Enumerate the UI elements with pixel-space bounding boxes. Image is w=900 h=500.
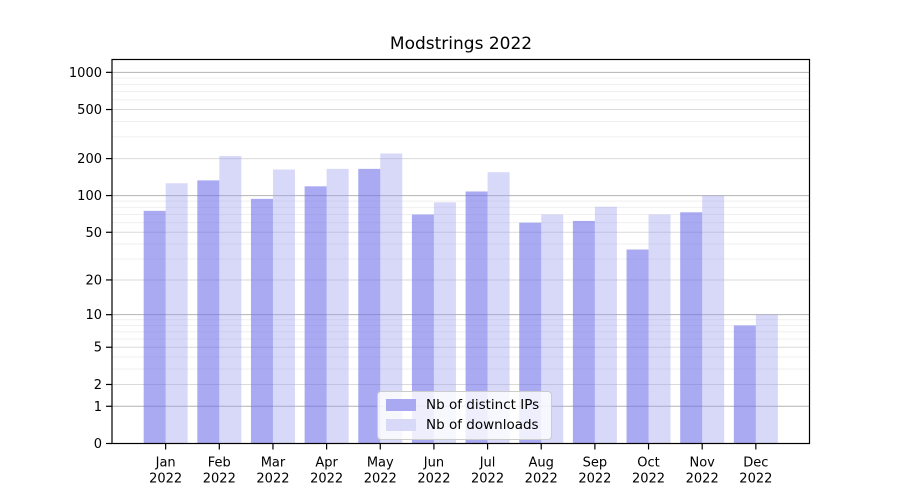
x-tick-label-month: Dec <box>743 456 768 471</box>
bar-distinct-ips-nov <box>680 212 703 444</box>
x-tick-label-month: Sep <box>583 456 608 471</box>
chart-title: Modstrings 2022 <box>389 34 533 54</box>
bar-downloads-may <box>380 153 403 444</box>
y-tick-label: 2 <box>94 378 102 393</box>
x-tick-label-month: Jul <box>479 456 496 471</box>
x-tick-label-year: 2022 <box>686 472 719 487</box>
bar-distinct-ips-sep <box>572 220 595 444</box>
y-tick-label: 10 <box>85 308 102 323</box>
y-tick-label: 5 <box>94 341 102 356</box>
bar-distinct-ips-aug <box>519 222 542 444</box>
x-tick-label-year: 2022 <box>739 472 772 487</box>
bar-distinct-ips-may <box>358 168 381 444</box>
y-tick-label: 50 <box>85 226 102 241</box>
y-tick-label: 1000 <box>69 66 102 81</box>
y-tick-label: 500 <box>77 103 102 118</box>
y-tick-label: 0 <box>94 437 102 452</box>
x-tick-label-year: 2022 <box>578 472 611 487</box>
bar-downloads-sep <box>594 206 617 444</box>
bar-downloads-nov <box>702 195 725 444</box>
bar-downloads-dec <box>755 314 778 444</box>
x-tick-label-year: 2022 <box>525 472 558 487</box>
x-tick-label-month: Jun <box>423 456 444 471</box>
x-tick-label-month: Oct <box>637 456 659 471</box>
bar-downloads-mar <box>272 169 295 444</box>
bar-distinct-ips-dec <box>733 325 756 444</box>
x-tick-label-month: May <box>367 456 394 471</box>
x-tick-label-month: Feb <box>208 456 231 471</box>
x-tick-label-month: Aug <box>529 456 554 471</box>
bar-downloads-apr <box>326 168 349 444</box>
x-tick-label-year: 2022 <box>203 472 236 487</box>
x-tick-label-year: 2022 <box>632 472 665 487</box>
legend-entry-distinct-ips: Nb of distinct IPs <box>386 397 539 413</box>
x-tick-label-year: 2022 <box>417 472 450 487</box>
bar-distinct-ips-jun <box>411 214 434 444</box>
y-tick-label: 1 <box>94 400 102 415</box>
bar-distinct-ips-jul <box>465 191 488 444</box>
x-tick-label-year: 2022 <box>310 472 343 487</box>
plot-frame <box>111 58 811 445</box>
bar-downloads-feb <box>219 155 242 444</box>
x-tick-label-month: Nov <box>690 456 716 471</box>
x-tick-label-year: 2022 <box>149 472 182 487</box>
x-tick-label-year: 2022 <box>471 472 504 487</box>
x-tick-label-month: Jan <box>155 456 176 471</box>
y-tick-label: 200 <box>77 152 102 167</box>
bar-downloads-jun <box>433 202 456 444</box>
legend: Nb of distinct IPs Nb of downloads <box>377 391 553 440</box>
bar-downloads-jan <box>165 183 188 444</box>
legend-label-downloads: Nb of downloads <box>426 417 539 433</box>
bar-distinct-ips-apr <box>304 186 327 444</box>
x-tick-label-month: Mar <box>261 456 286 471</box>
x-tick-label-month: Apr <box>315 456 338 471</box>
bar-distinct-ips-mar <box>250 198 273 444</box>
bar-distinct-ips-feb <box>197 180 220 444</box>
legend-entry-downloads: Nb of downloads <box>386 417 539 433</box>
bar-distinct-ips-jan <box>143 210 166 444</box>
y-tick-label: 20 <box>85 273 102 288</box>
bar-downloads-aug <box>541 214 564 444</box>
y-tick-label: 100 <box>77 189 102 204</box>
legend-swatch-distinct-ips <box>386 399 416 411</box>
legend-label-distinct-ips: Nb of distinct IPs <box>426 397 540 413</box>
bar-downloads-jul <box>487 172 510 444</box>
bar-downloads-oct <box>648 214 671 444</box>
x-tick-label-year: 2022 <box>256 472 289 487</box>
x-tick-label-year: 2022 <box>364 472 397 487</box>
legend-swatch-downloads <box>386 419 416 431</box>
bar-distinct-ips-oct <box>626 249 649 444</box>
